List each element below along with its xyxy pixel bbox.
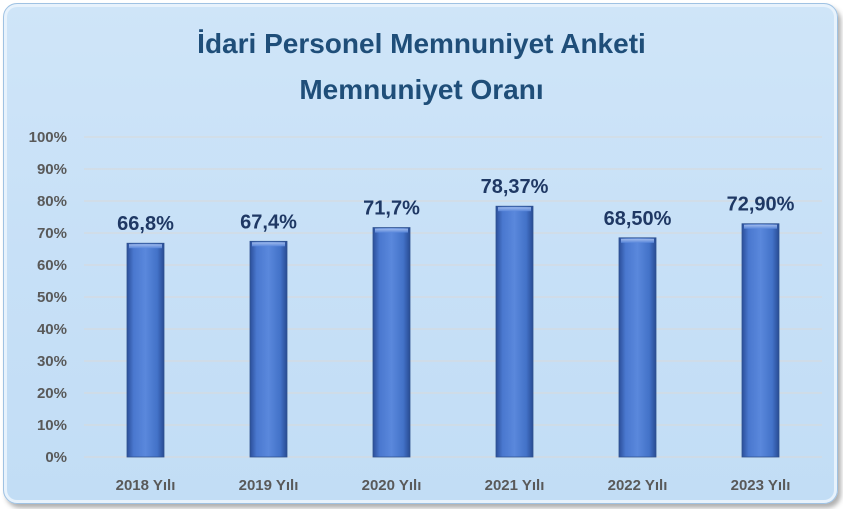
bars [126,205,780,458]
data-label: 68,50% [604,208,672,230]
y-tick-label: 0% [45,449,67,466]
x-axis: 2018 Yılı 2019 Yılı 2020 Yılı 2021 Yılı 2022… [116,477,791,494]
data-labels: 66,8% 67,4% 71,7% 78,37% 68,50% 72,90% [117,176,794,235]
y-tick-label: 70% [37,225,67,242]
y-tick-label: 50% [37,289,67,306]
data-label: 72,90% [727,194,795,216]
x-tick-label: 2023 Yılı [731,477,791,494]
x-tick-label: 2020 Yılı [362,477,422,494]
bar [126,242,165,458]
y-tick-label: 30% [37,353,67,370]
bar [249,240,288,458]
x-tick-label: 2021 Yılı [485,477,545,494]
y-tick-label: 20% [37,385,67,402]
y-axis: 0% 10% 20% 30% 40% 50% 60% 70% 80% 90% 100% [29,129,67,466]
x-tick-label: 2022 Yılı [608,477,668,494]
bar [741,223,780,458]
chart-subtitle: Memnuniyet Oranı [299,74,544,105]
bar-highlight [375,228,408,233]
y-tick-label: 100% [29,129,67,146]
gridlines [84,136,822,458]
chart-title: İdari Personel Memnuniyet Anketi [197,28,646,59]
bar [372,227,411,458]
bar [618,237,657,458]
bar-highlight [129,244,162,249]
data-label: 71,7% [363,198,420,220]
x-tick-label: 2018 Yılı [116,477,176,494]
x-tick-label: 2019 Yılı [239,477,299,494]
y-tick-label: 40% [37,321,67,338]
bar-highlight [744,224,777,229]
y-tick-label: 10% [37,417,67,434]
bar-highlight [498,207,531,212]
y-tick-label: 90% [37,161,67,178]
bar-highlight [252,242,285,247]
data-label: 78,37% [481,176,549,198]
bar-highlight [621,238,654,243]
y-tick-label: 60% [37,257,67,274]
y-tick-label: 80% [37,193,67,210]
data-label: 67,4% [240,211,297,233]
data-label: 66,8% [117,213,174,235]
bar [495,205,534,458]
